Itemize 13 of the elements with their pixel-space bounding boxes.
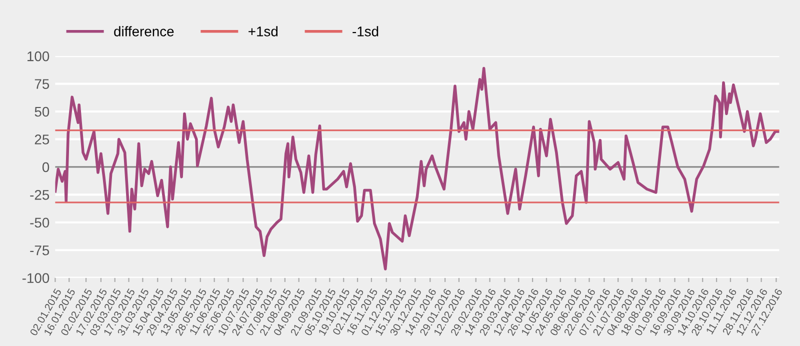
y-tick-label: 75: [34, 79, 50, 89]
y-tick-label: 100: [28, 51, 50, 62]
y-tick-label: -100: [22, 273, 50, 284]
line-series: [55, 66, 780, 270]
legend-label: -1sd: [352, 26, 378, 36]
legend-label: +1sd: [248, 26, 278, 36]
y-tick-label: -75: [30, 246, 50, 256]
y-tick-label: -25: [30, 190, 50, 200]
y-tick-label: 50: [34, 106, 50, 117]
y-tick-label: 0: [42, 162, 50, 172]
y-tick-label: -50: [30, 218, 50, 228]
legend-label: difference: [114, 26, 174, 36]
y-tick-label: 25: [34, 134, 50, 144]
